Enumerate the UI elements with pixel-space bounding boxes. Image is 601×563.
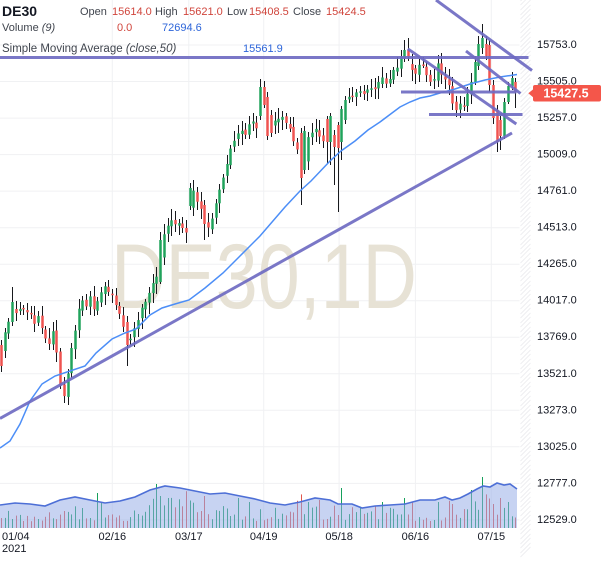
svg-text:02/16: 02/16 [99,531,127,543]
svg-text:15614.0: 15614.0 [112,6,152,18]
svg-text:72694.6: 72694.6 [162,22,202,34]
svg-text:2021: 2021 [2,543,26,555]
svg-text:01/04: 01/04 [2,531,30,543]
svg-text:04/19: 04/19 [250,531,278,543]
svg-text:Volume (9): Volume (9) [2,22,56,34]
svg-text:14513.0: 14513.0 [537,222,577,234]
svg-text:High: High [155,6,178,18]
svg-text:DE30: DE30 [2,3,37,19]
svg-text:14265.0: 14265.0 [537,258,577,270]
svg-text:03/17: 03/17 [175,531,203,543]
svg-text:15427.5: 15427.5 [543,87,588,101]
svg-text:Open: Open [80,6,107,18]
svg-text:13025.0: 13025.0 [537,441,577,453]
svg-text:13521.0: 13521.0 [537,368,577,380]
svg-text:13273.0: 13273.0 [537,404,577,416]
svg-text:05/18: 05/18 [325,531,353,543]
svg-text:13769.0: 13769.0 [537,331,577,343]
svg-text:15621.0: 15621.0 [183,6,223,18]
svg-text:15561.9: 15561.9 [243,43,283,55]
svg-text:Close: Close [293,6,321,18]
svg-text:15424.5: 15424.5 [326,6,366,18]
svg-text:15009.0: 15009.0 [537,149,577,161]
svg-text:12529.0: 12529.0 [537,514,577,526]
svg-text:15408.5: 15408.5 [249,6,289,18]
svg-text:06/16: 06/16 [402,531,430,543]
svg-text:Low: Low [227,6,247,18]
svg-text:DE30,1D: DE30,1D [111,226,417,328]
svg-text:12777.0: 12777.0 [537,477,577,489]
svg-text:Simple Moving Average (close,5: Simple Moving Average (close,50) [2,43,176,55]
svg-text:15257.0: 15257.0 [537,112,577,124]
svg-text:07/15: 07/15 [478,531,506,543]
svg-text:15753.0: 15753.0 [537,39,577,51]
svg-text:14761.0: 14761.0 [537,185,577,197]
svg-text:0.0: 0.0 [117,22,132,34]
svg-text:14017.0: 14017.0 [537,295,577,307]
svg-text:15505.0: 15505.0 [537,76,577,88]
